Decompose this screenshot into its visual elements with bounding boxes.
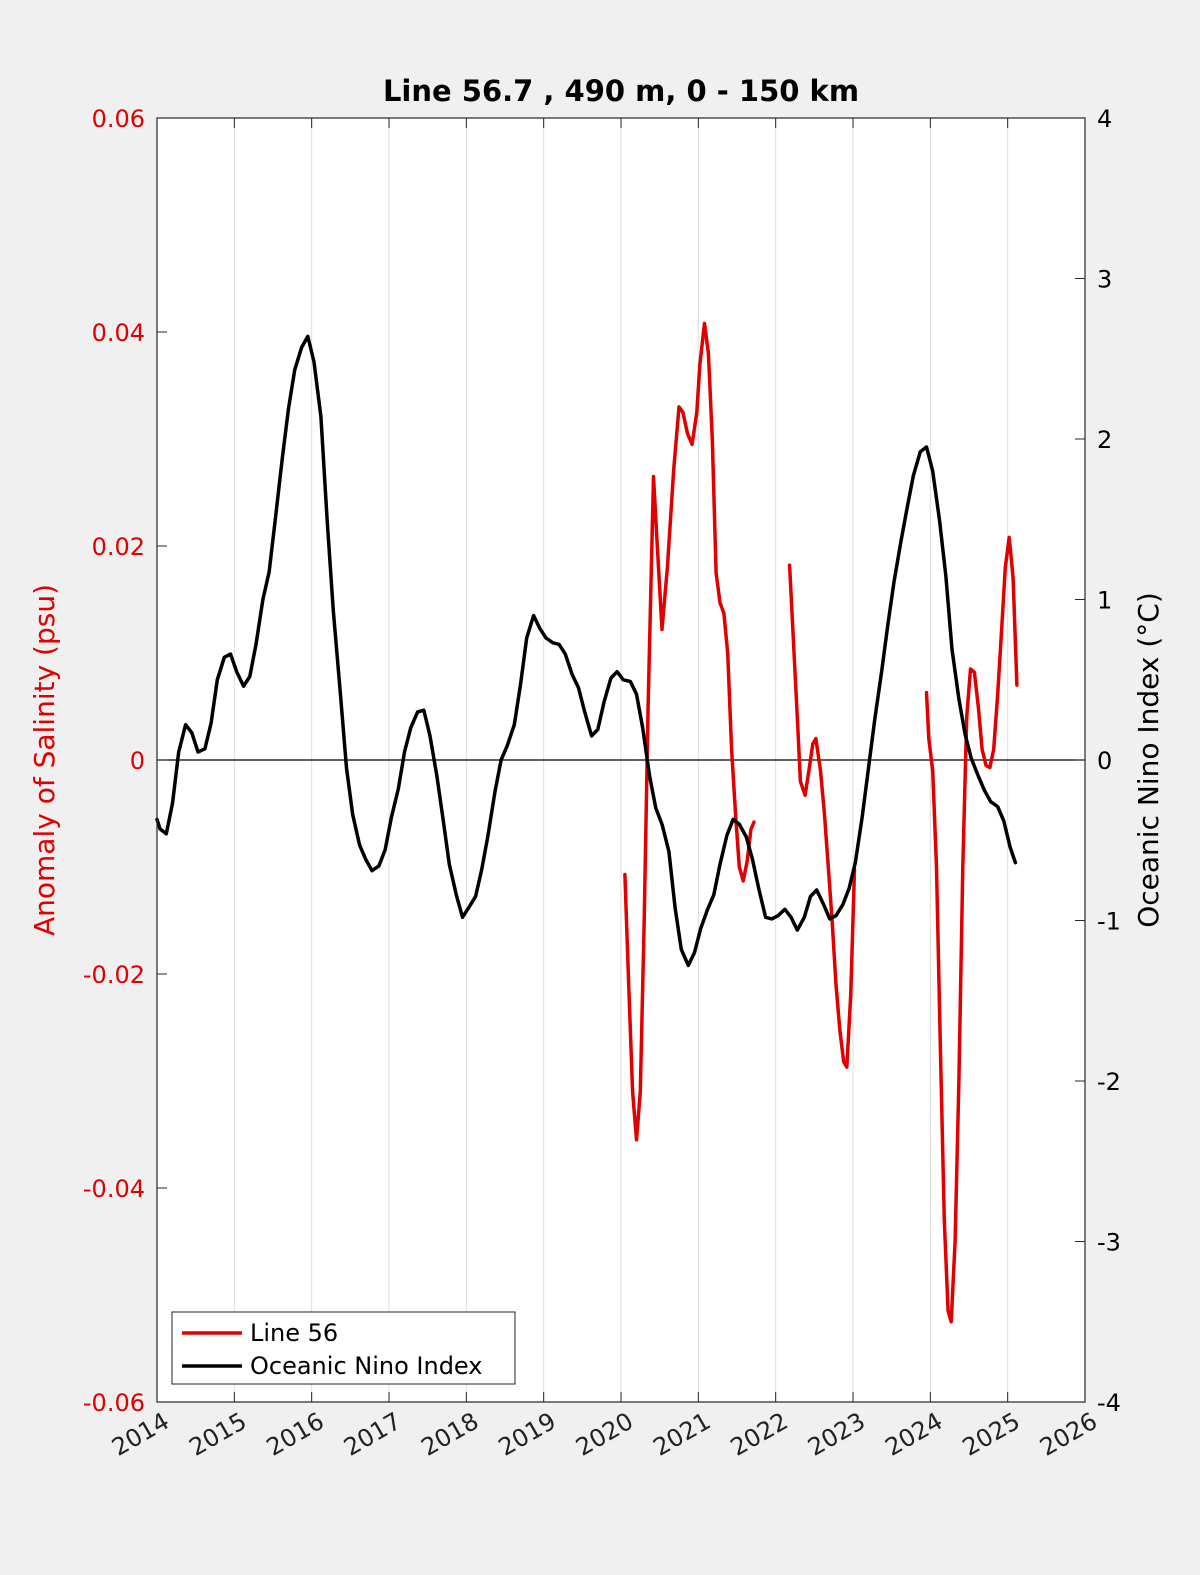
right-y-tick-label: 4	[1097, 105, 1112, 133]
x-tick-label: 2018	[416, 1407, 483, 1462]
legend: Line 56 Oceanic Nino Index	[171, 1311, 516, 1385]
x-tick-label: 2022	[726, 1407, 793, 1462]
right-y-tick-label: 3	[1097, 266, 1112, 294]
legend-label-oni: Oceanic Nino Index	[250, 1352, 482, 1380]
series-line-56-segment-1	[623, 321, 756, 1142]
right-y-tick-label: -1	[1097, 908, 1121, 936]
left-y-tick-label: 0.02	[92, 533, 145, 561]
x-tick-label: 2026	[1035, 1407, 1102, 1462]
x-tick-label: 2021	[648, 1407, 715, 1462]
left-y-tick-label: 0	[130, 747, 145, 775]
left-y-tick-label: 0.06	[92, 105, 145, 133]
x-tick-label: 2023	[803, 1407, 870, 1462]
right-y-tick-label: -4	[1097, 1389, 1121, 1417]
x-tick-label: 2017	[339, 1407, 406, 1462]
series-layer	[155, 321, 1019, 1324]
x-tick-label: 2016	[262, 1407, 329, 1462]
right-y-tick-label: 2	[1097, 426, 1112, 454]
left-y-tick-label: -0.06	[83, 1389, 145, 1417]
x-tick-label: 2020	[571, 1407, 638, 1462]
x-tick-label: 2015	[184, 1407, 251, 1462]
series-line-56-segment-2	[787, 563, 857, 1069]
left-y-axis-label: Anomaly of Salinity (psu)	[28, 584, 61, 936]
left-y-tick-label: -0.04	[83, 1175, 145, 1203]
left-y-tick-label: 0.04	[92, 319, 145, 347]
right-y-tick-label: 0	[1097, 747, 1112, 775]
right-y-tick-label: -3	[1097, 1229, 1121, 1257]
right-y-axis-label: Oceanic Nino Index (°C)	[1132, 592, 1165, 928]
series-oni-line-1	[155, 334, 1018, 968]
x-tick-label: 2019	[494, 1407, 561, 1462]
series-line-56-segment-3	[924, 535, 1019, 1324]
left-y-tick-label: -0.02	[83, 961, 145, 989]
right-y-tick-label: -2	[1097, 1068, 1121, 1096]
x-tick-label: 2025	[958, 1407, 1025, 1462]
legend-label-line-56: Line 56	[250, 1319, 338, 1347]
legend-box	[171, 1311, 516, 1385]
chart-title: Line 56.7 , 490 m, 0 - 150 km	[383, 74, 859, 108]
x-tick-label: 2024	[880, 1407, 947, 1462]
right-y-tick-label: 1	[1097, 587, 1112, 615]
